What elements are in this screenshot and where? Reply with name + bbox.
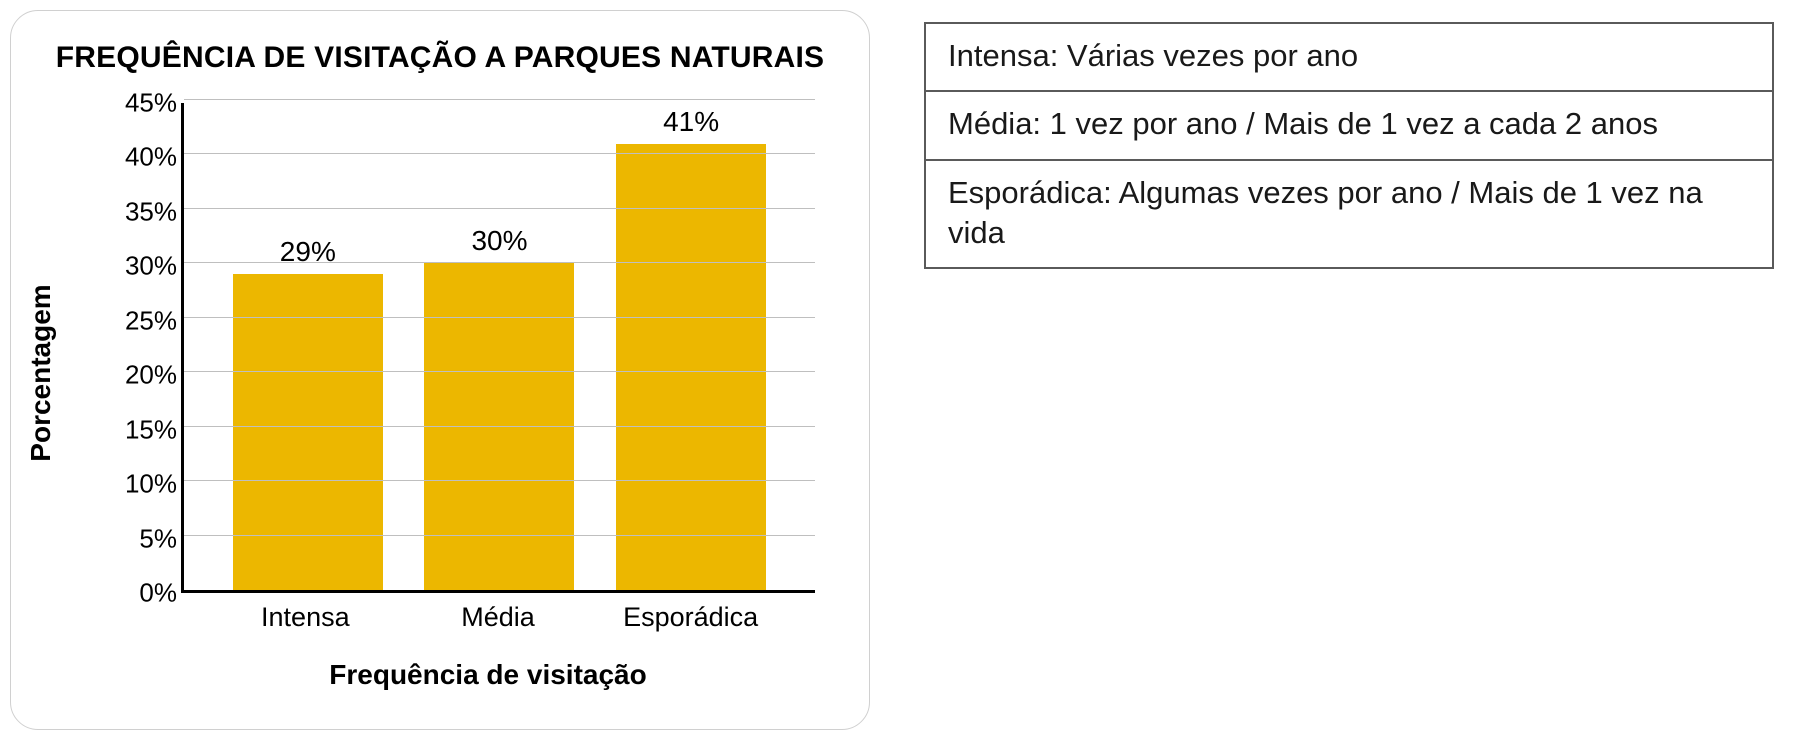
grid-line xyxy=(184,262,815,263)
grid-line xyxy=(184,317,815,318)
grid-line xyxy=(184,208,815,209)
y-tick-label: 10% xyxy=(115,469,177,500)
x-tick-label: Intensa xyxy=(230,602,380,633)
bar-value-label: 29% xyxy=(280,236,336,268)
chart-card: FREQUÊNCIA DE VISITAÇÃO A PARQUES NATURA… xyxy=(10,10,870,730)
bar-value-label: 41% xyxy=(663,106,719,138)
chart-title: FREQUÊNCIA DE VISITAÇÃO A PARQUES NATURA… xyxy=(45,41,835,75)
y-tick-label: 5% xyxy=(115,523,177,554)
grid-line xyxy=(184,426,815,427)
grid-line xyxy=(184,99,815,100)
plot-wrap: Porcentagem 29%30%41% IntensaMédiaEsporá… xyxy=(85,93,835,653)
y-tick-label: 0% xyxy=(115,578,177,609)
bar-group: 29% xyxy=(233,236,383,590)
y-tick-label: 35% xyxy=(115,196,177,227)
y-tick-label: 20% xyxy=(115,360,177,391)
y-axis-label: Porcentagem xyxy=(25,284,57,461)
grid-line xyxy=(184,371,815,372)
x-tick-label: Esporádica xyxy=(616,602,766,633)
legend-row: Intensa: Várias vezes por ano xyxy=(926,24,1772,92)
x-tick-label: Média xyxy=(423,602,573,633)
y-tick-label: 45% xyxy=(115,88,177,119)
x-axis-label: Frequência de visitação xyxy=(141,659,835,691)
plot-area: 29% 30% 41% xyxy=(181,103,815,593)
legend-table: Intensa: Várias vezes por ano Média: 1 v… xyxy=(924,22,1774,269)
y-tick-label: 15% xyxy=(115,414,177,445)
bar-group: 41% xyxy=(616,106,766,590)
grid-line xyxy=(184,480,815,481)
x-tick-row: Intensa Média Esporádica xyxy=(181,602,815,633)
legend-row: Esporádica: Algumas vezes por ano / Mais… xyxy=(926,161,1772,268)
bar xyxy=(424,263,574,590)
y-tick-label: 30% xyxy=(115,251,177,282)
bar xyxy=(616,144,766,590)
grid-line xyxy=(184,535,815,536)
bar-value-label: 30% xyxy=(471,225,527,257)
bar xyxy=(233,274,383,590)
y-tick-label: 40% xyxy=(115,142,177,173)
y-tick-label: 25% xyxy=(115,305,177,336)
grid-line xyxy=(184,153,815,154)
bars-container: 29% 30% 41% xyxy=(184,103,815,590)
legend-row: Média: 1 vez por ano / Mais de 1 vez a c… xyxy=(926,92,1772,160)
